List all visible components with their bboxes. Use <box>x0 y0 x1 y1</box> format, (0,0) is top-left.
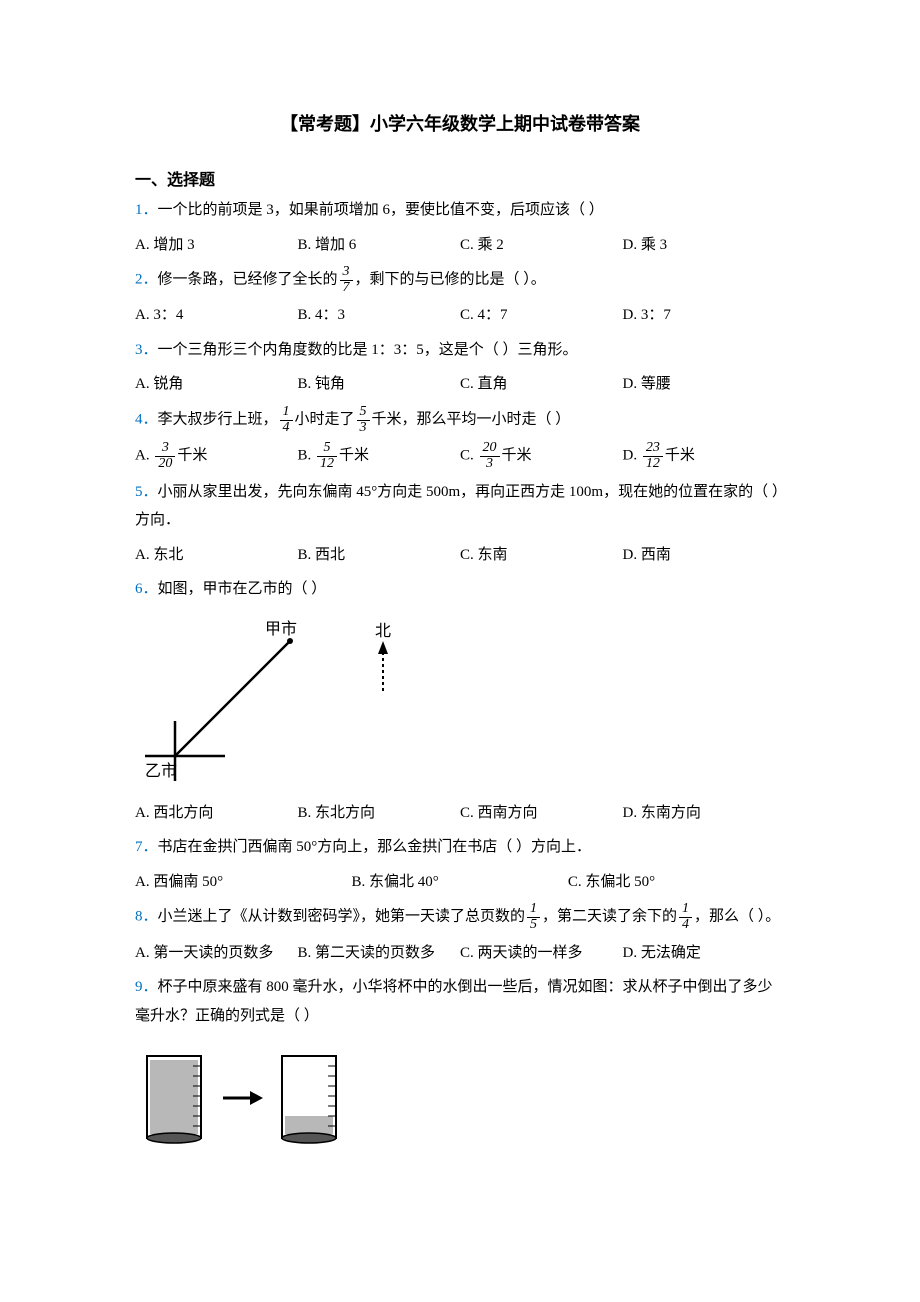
question-text-post: ，那么（ ）。 <box>694 909 780 925</box>
question-text-post: 千米，那么平均一小时走（ ） <box>372 412 571 428</box>
fraction: 15 <box>527 902 540 932</box>
option-c: C. 直角 <box>460 370 623 399</box>
options-q5: A. 东北 B. 西北 C. 东南 D. 西南 <box>135 541 785 570</box>
options-q6: A. 西北方向 B. 东北方向 C. 西南方向 D. 东南方向 <box>135 799 785 828</box>
option-d: D. 3：7 <box>623 301 786 330</box>
option-a: A. 西北方向 <box>135 799 298 828</box>
option-a: A. 东北 <box>135 541 298 570</box>
fraction: 512 <box>317 441 337 471</box>
question-text: 小丽从家里出发，先向东偏南 45°方向走 500m，再向正西方走 100m，现在… <box>135 484 779 529</box>
question-text-mid: ，第二天读了余下的 <box>542 909 677 925</box>
options-q1: A. 增加 3 B. 增加 6 C. 乘 2 D. 乘 3 <box>135 231 785 260</box>
options-q8: A. 第一天读的页数多 B. 第二天读的页数多 C. 两天读的一样多 D. 无法… <box>135 939 785 968</box>
question-1: 1．一个比的前项是 3，如果前项增加 6，要使比值不变，后项应该（ ） <box>135 196 785 225</box>
option-c: C. 西南方向 <box>460 799 623 828</box>
question-4: 4．李大叔步行上班，14小时走了53千米，那么平均一小时走（ ） <box>135 405 785 435</box>
option-c: C. 东偏北 50° <box>568 868 784 897</box>
option-d: D. 等腰 <box>623 370 786 399</box>
question-7: 7．书店在金拱门西偏南 50°方向上，那么金拱门在书店（ ）方向上． <box>135 833 785 862</box>
question-text: 书店在金拱门西偏南 50°方向上，那么金拱门在书店（ ）方向上． <box>158 839 592 855</box>
question-8: 8．小兰迷上了《从计数到密码学》，她第一天读了总页数的15，第二天读了余下的14… <box>135 902 785 932</box>
question-text-pre: 小兰迷上了《从计数到密码学》，她第一天读了总页数的 <box>158 909 526 925</box>
option-a: A. 3：4 <box>135 301 298 330</box>
fraction: 2312 <box>643 441 663 471</box>
question-text: 一个比的前项是 3，如果前项增加 6，要使比值不变，后项应该（ ） <box>158 202 604 218</box>
page-title: 【常考题】小学六年级数学上期中试卷带答案 <box>135 110 785 136</box>
question-text: 杯子中原来盛有 800 毫升水，小华将杯中的水倒出一些后，情况如图：求从杯子中倒… <box>135 979 773 1024</box>
option-c: C. 4：7 <box>460 301 623 330</box>
options-q4: A. 320千米 B. 512千米 C. 203千米 D. 2312千米 <box>135 441 785 471</box>
option-a: A. 增加 3 <box>135 231 298 260</box>
option-d: D. 西南 <box>623 541 786 570</box>
label-bei: 北 <box>375 622 391 640</box>
question-number: 8． <box>135 909 158 925</box>
option-d: D. 2312千米 <box>623 441 786 471</box>
section-header: 一、选择题 <box>135 166 785 190</box>
fraction: 14 <box>679 902 692 932</box>
option-b: B. 增加 6 <box>298 231 461 260</box>
beaker-diagram <box>135 1048 785 1153</box>
question-3: 3．一个三角形三个内角度数的比是 1：3：5，这是个（ ）三角形。 <box>135 336 785 365</box>
question-number: 1． <box>135 202 158 218</box>
question-number: 5． <box>135 484 158 500</box>
label-yi: 乙市 <box>145 762 177 780</box>
option-a: A. 西偏南 50° <box>135 868 351 897</box>
fraction: 14 <box>280 405 293 435</box>
question-2: 2．修一条路，已经修了全长的37，剩下的与已修的比是（ ）。 <box>135 265 785 295</box>
beakers-svg <box>135 1048 365 1148</box>
option-c: C. 东南 <box>460 541 623 570</box>
options-q3: A. 锐角 B. 钝角 C. 直角 D. 等腰 <box>135 370 785 399</box>
question-9: 9．杯子中原来盛有 800 毫升水，小华将杯中的水倒出一些后，情况如图：求从杯子… <box>135 973 785 1030</box>
question-text-pre: 李大叔步行上班， <box>158 412 278 428</box>
options-q7: A. 西偏南 50° B. 东偏北 40° C. 东偏北 50° <box>135 868 785 897</box>
fraction: 320 <box>155 441 175 471</box>
option-d: D. 无法确定 <box>623 939 786 968</box>
question-text-mid: 小时走了 <box>295 412 355 428</box>
question-6: 6．如图，甲市在乙市的（ ） <box>135 575 785 604</box>
question-number: 3． <box>135 342 158 358</box>
question-number: 9． <box>135 979 158 995</box>
question-number: 6． <box>135 581 158 597</box>
option-b: B. 钝角 <box>298 370 461 399</box>
option-a: A. 锐角 <box>135 370 298 399</box>
option-b: B. 东偏北 40° <box>351 868 567 897</box>
fraction: 37 <box>340 265 353 295</box>
options-q2: A. 3：4 B. 4：3 C. 4：7 D. 3：7 <box>135 301 785 330</box>
option-b: B. 西北 <box>298 541 461 570</box>
option-a: A. 第一天读的页数多 <box>135 939 298 968</box>
option-d: D. 乘 3 <box>623 231 786 260</box>
question-number: 7． <box>135 839 158 855</box>
option-b: B. 东北方向 <box>298 799 461 828</box>
option-b: B. 第二天读的页数多 <box>298 939 461 968</box>
compass-svg: 甲市 乙市 北 <box>135 616 425 786</box>
option-c: C. 203千米 <box>460 441 623 471</box>
question-text-pre: 修一条路，已经修了全长的 <box>158 272 338 288</box>
question-text: 一个三角形三个内角度数的比是 1：3：5，这是个（ ）三角形。 <box>158 342 578 358</box>
option-d: D. 东南方向 <box>623 799 786 828</box>
option-c: C. 乘 2 <box>460 231 623 260</box>
question-text-post: ，剩下的与已修的比是（ ）。 <box>355 272 546 288</box>
question-text: 如图，甲市在乙市的（ ） <box>158 581 327 597</box>
question-number: 4． <box>135 412 158 428</box>
exam-page: 【常考题】小学六年级数学上期中试卷带答案 一、选择题 1．一个比的前项是 3，如… <box>0 0 920 1231</box>
label-jia: 甲市 <box>265 620 297 638</box>
option-a: A. 320千米 <box>135 441 298 471</box>
question-5: 5．小丽从家里出发，先向东偏南 45°方向走 500m，再向正西方走 100m，… <box>135 478 785 535</box>
question-number: 2． <box>135 272 158 288</box>
option-c: C. 两天读的一样多 <box>460 939 623 968</box>
fraction: 203 <box>480 441 500 471</box>
fraction: 53 <box>357 405 370 435</box>
compass-diagram: 甲市 乙市 北 <box>135 616 785 791</box>
option-b: B. 512千米 <box>298 441 461 471</box>
option-b: B. 4：3 <box>298 301 461 330</box>
